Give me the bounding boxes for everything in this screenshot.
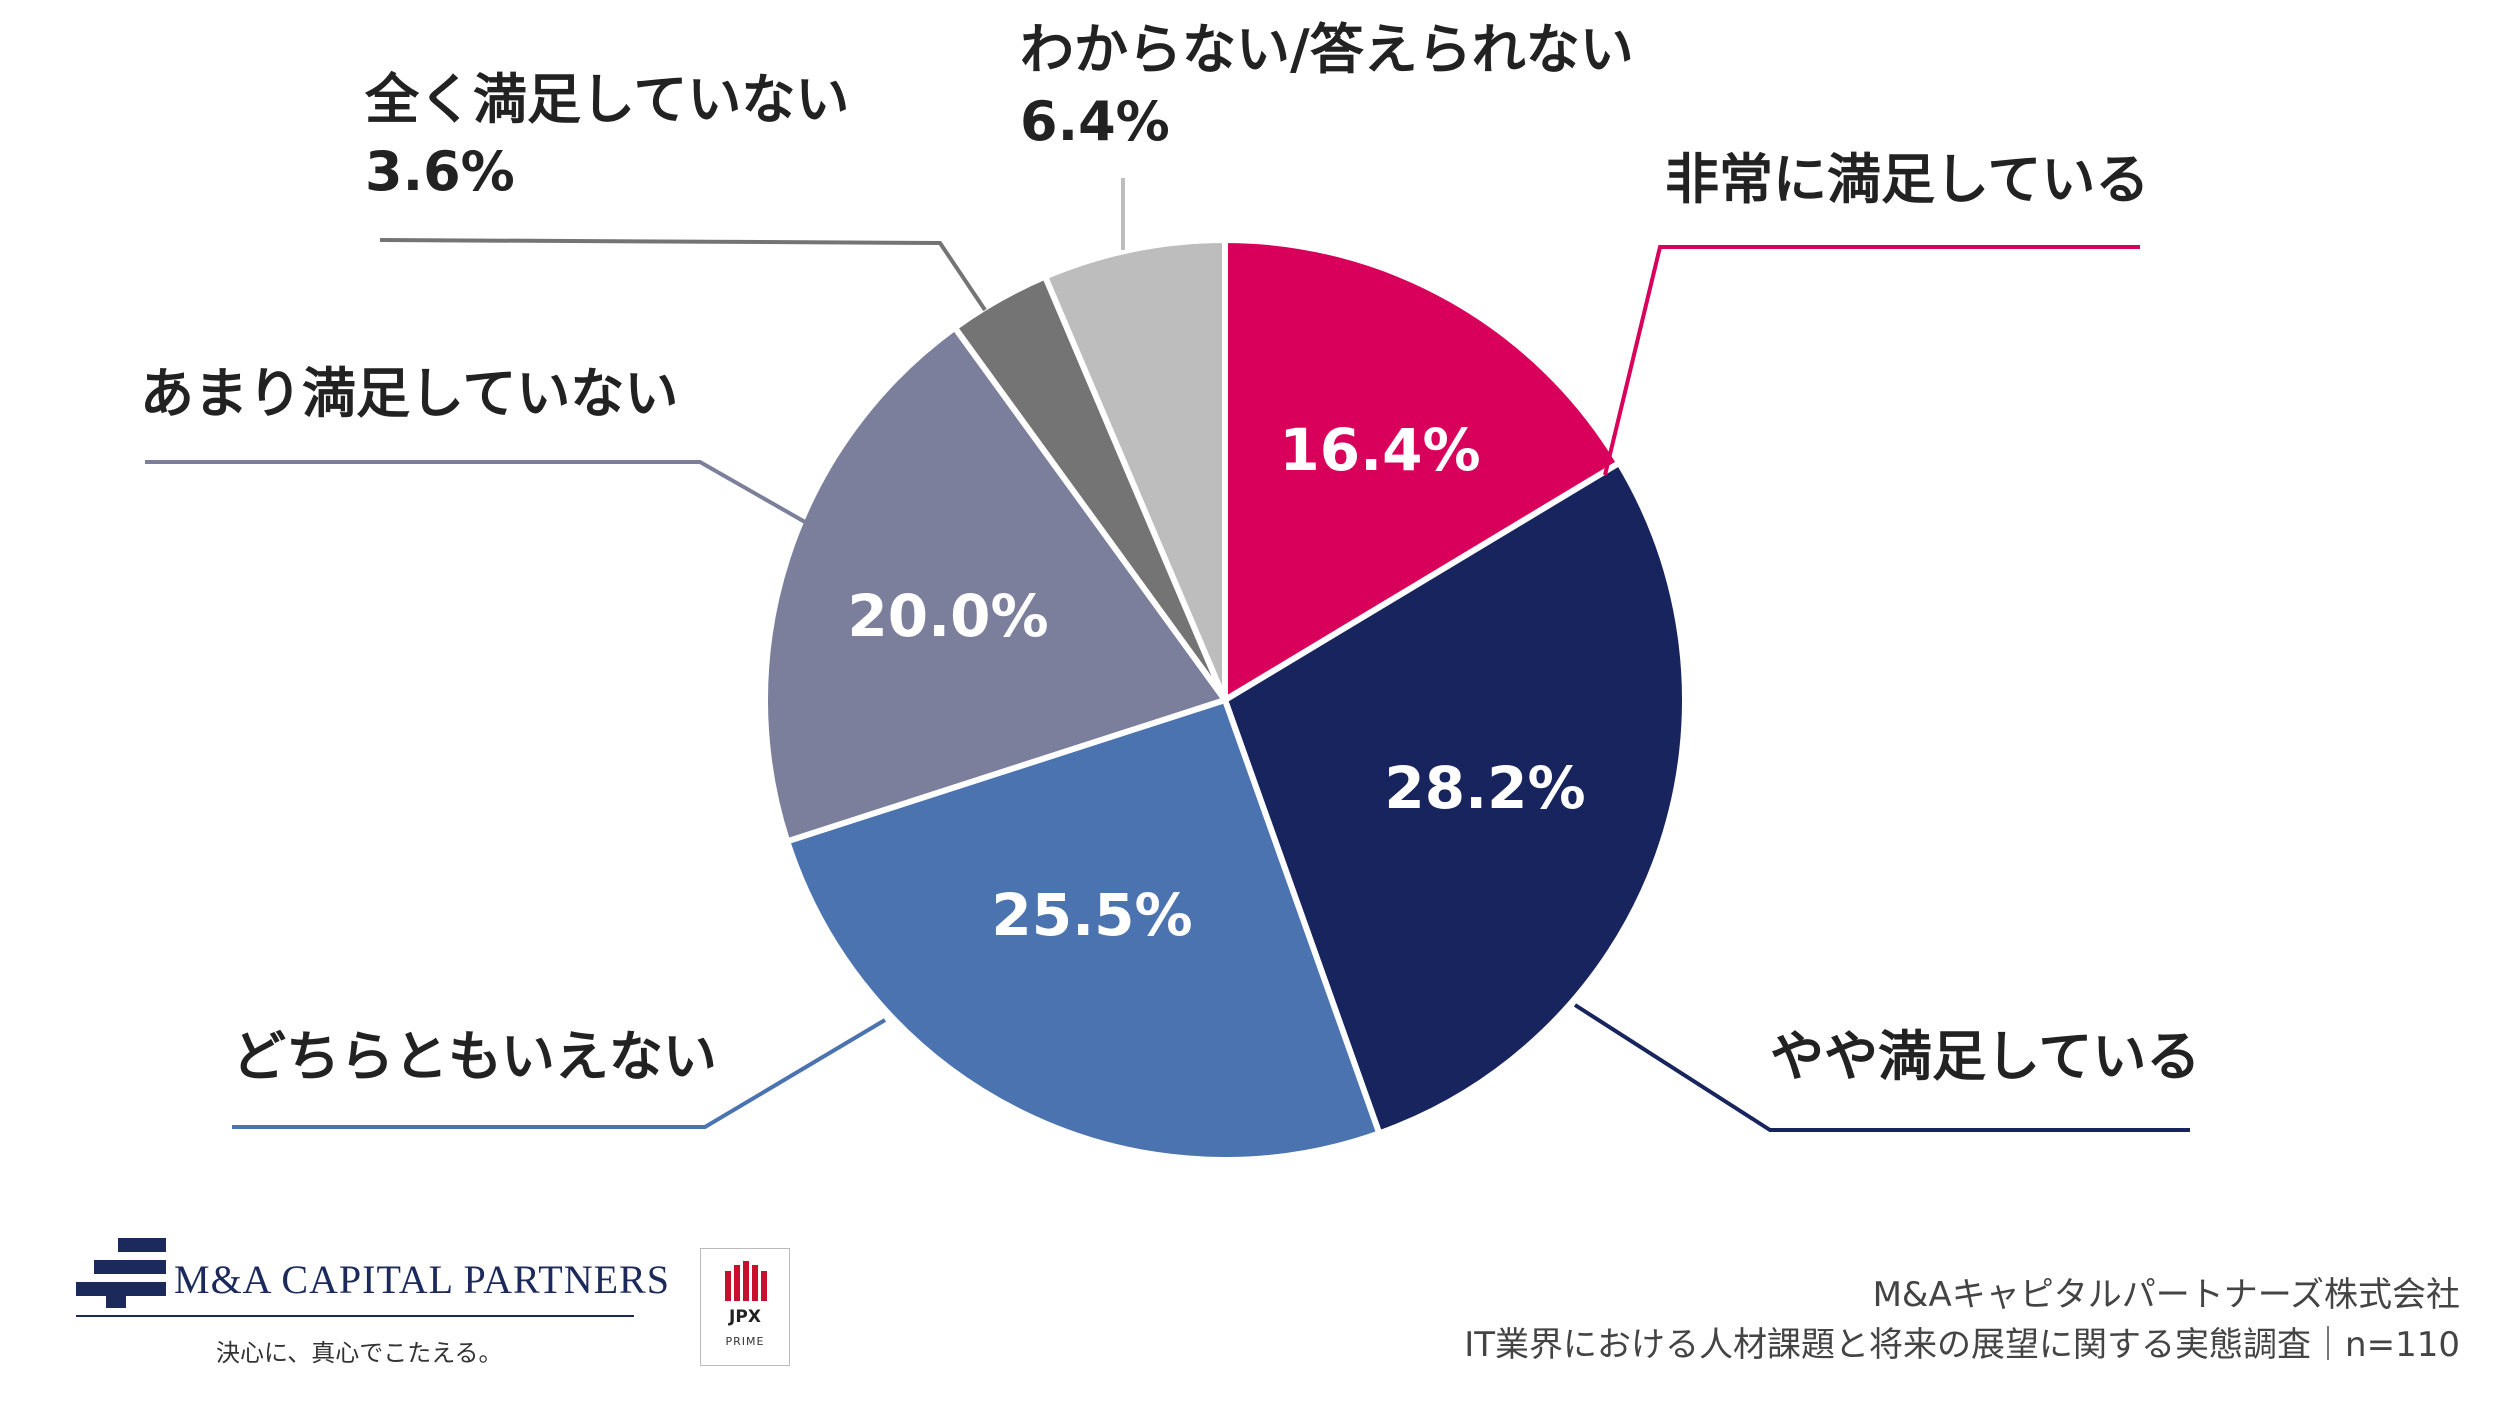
footer: M&A CAPITAL PARTNERS 決心に、真心でこたえる。 JPX PR…	[0, 1200, 2500, 1402]
value-label: 16.4%	[1279, 416, 1480, 484]
pie-slice	[1222, 237, 1623, 703]
leader-line	[1573, 1003, 2190, 1132]
source-survey: IT業界における人材課題と将来の展望に関する実態調査｜n=110	[1464, 1325, 2460, 1365]
value-label: 6.4%	[1020, 90, 1170, 153]
pie-slices	[762, 237, 1689, 1164]
leader-line	[145, 460, 806, 524]
jpx-bars-icon	[725, 1261, 767, 1301]
pie-slice	[762, 324, 1228, 845]
value-label: 25.5%	[991, 881, 1192, 949]
company-logo-name: M&A CAPITAL PARTNERS	[174, 1257, 670, 1302]
company-logo-divider	[76, 1315, 634, 1317]
category-label: どちらともいえない	[232, 1025, 717, 1088]
category-label: あまり満足していない	[140, 362, 678, 425]
category-label: 全く満足していない	[364, 68, 849, 131]
jpx-prime-logo: JPX PRIME	[700, 1248, 790, 1366]
value-label: 20.0%	[847, 582, 1048, 650]
company-tagline: 決心に、真心でこたえる。	[216, 1339, 503, 1367]
jpx-logo-subtext: PRIME	[725, 1335, 765, 1348]
leader-lines	[145, 178, 2190, 1132]
leader-line	[232, 1018, 887, 1129]
slice-labels: 非常に満足している 16.4% やや満足している 28.2% どちらともいえない 25.5…	[140, 18, 2200, 1088]
pie-slice	[1042, 237, 1228, 703]
category-label: やや満足している	[1770, 1025, 2200, 1088]
value-label: 3.6%	[365, 140, 515, 203]
category-label: わからない/答えられない	[1020, 18, 1634, 81]
pie-slice	[1222, 459, 1689, 1137]
source-note: M&Aキャピタルパートナーズ株式会社 IT業界における人材課題と将来の展望に関す…	[1464, 1270, 2460, 1370]
leader-line	[379, 238, 987, 312]
category-label: 非常に満足している	[1665, 148, 2149, 211]
company-logo-mark-icon	[76, 1238, 166, 1308]
company-logo: M&A CAPITAL PARTNERS 決心に、真心でこたえる。	[76, 1238, 669, 1388]
leader-line	[1603, 245, 2140, 476]
pie-slice	[784, 697, 1383, 1164]
value-label: 28.2%	[1384, 754, 1585, 822]
source-company: M&Aキャピタルパートナーズ株式会社	[1872, 1275, 2460, 1315]
jpx-logo-text: JPX	[729, 1307, 761, 1327]
